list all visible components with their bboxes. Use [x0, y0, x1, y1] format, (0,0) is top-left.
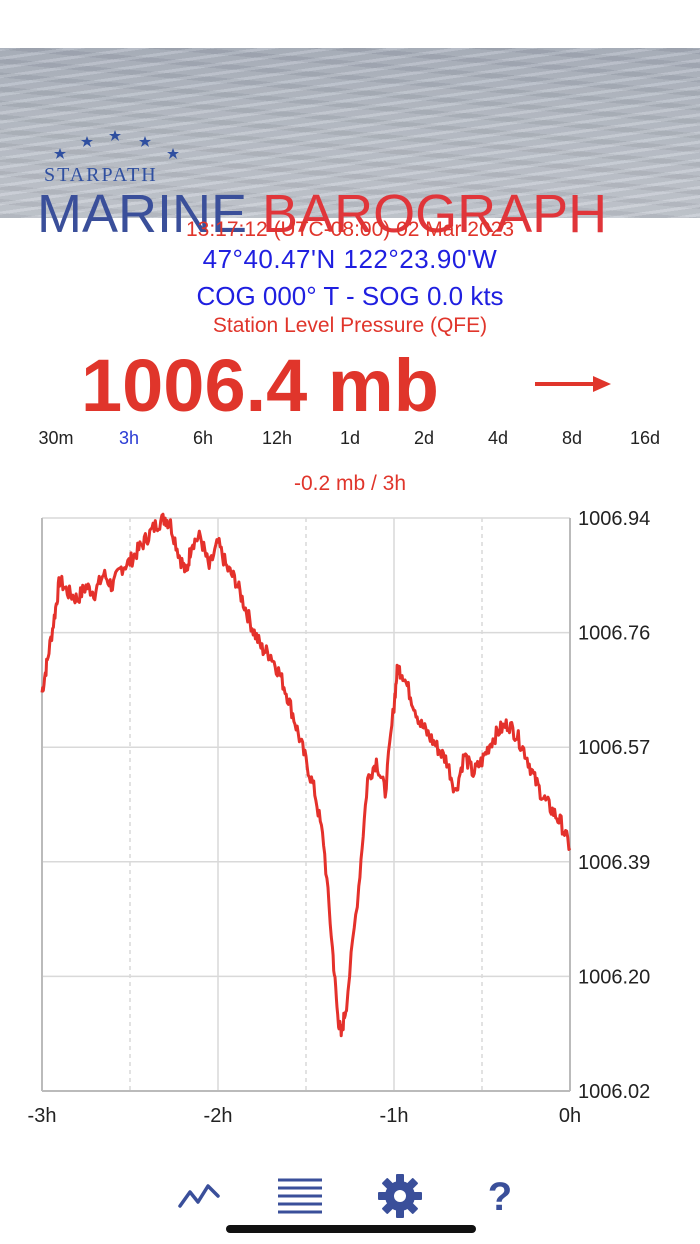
menu-list-icon — [278, 1178, 322, 1214]
range-2d[interactable]: 2d — [413, 428, 435, 448]
x-tick-label: -1h — [380, 1105, 409, 1127]
range-4d[interactable]: 4d — [487, 428, 509, 448]
help-icon: ? — [488, 1175, 512, 1219]
y-tick-label: 1006.57 — [578, 737, 650, 759]
app-title: MARINE BAROGRAPH — [37, 182, 607, 246]
pressure-chart: 1006.94 1006.76 1006.57 1006.39 1006.20 1006.… — [28, 508, 651, 1127]
range-16d[interactable]: 16d — [629, 428, 661, 448]
range-6h[interactable]: 6h — [192, 428, 214, 448]
brand-name: STARPATH — [44, 164, 158, 186]
y-tick-label: 1006.94 — [578, 508, 650, 530]
arrow-right-icon — [535, 376, 611, 392]
range-30m[interactable]: 30m — [38, 428, 74, 448]
y-tick-label: 1006.39 — [578, 852, 650, 874]
graph-button[interactable] — [172, 1168, 228, 1224]
cog-sog-text: COG 000° T - SOG 0.0 kts — [196, 281, 504, 311]
app-title-barograph: BAROGRAPH — [262, 184, 608, 244]
range-8d[interactable]: 8d — [561, 428, 583, 448]
graph-icon — [178, 1184, 220, 1208]
y-tick-label: 1006.02 — [578, 1081, 650, 1103]
header-banner: STARPATH MARINE BAROGRAPH — [0, 48, 700, 244]
range-1d[interactable]: 1d — [339, 428, 361, 448]
y-tick-label: 1006.20 — [578, 966, 650, 988]
bottom-toolbar: ? — [0, 1168, 700, 1224]
y-tick-label: 1006.76 — [578, 623, 650, 645]
home-indicator — [226, 1225, 476, 1233]
pressure-type-label: Station Level Pressure (QFE) — [212, 314, 488, 337]
svg-text:?: ? — [488, 1175, 512, 1219]
log-list-button[interactable] — [272, 1168, 328, 1224]
pressure-line — [40, 512, 572, 1038]
time-range-selector: 30m 3h 6h 12h 1d 2d 4d 8d 16d — [0, 428, 700, 456]
settings-button[interactable] — [372, 1168, 428, 1224]
pressure-reading: 1006.4 mb — [81, 344, 439, 427]
help-button[interactable]: ? — [472, 1168, 528, 1224]
stars-logo-icon — [54, 130, 179, 159]
gear-icon — [378, 1174, 422, 1218]
datetime-text: 13:17:12 (UTC-08:00) 02 Mar 2023 — [185, 218, 514, 241]
x-tick-label: 0h — [559, 1105, 581, 1127]
position-text: 47°40.47'N 122°23.90'W — [202, 244, 498, 274]
range-3h[interactable]: 3h — [118, 428, 140, 448]
pressure-rate: -0.2 mb / 3h — [293, 472, 407, 495]
app-title-marine: MARINE — [37, 184, 248, 244]
x-tick-label: -3h — [28, 1105, 57, 1127]
range-12h[interactable]: 12h — [261, 428, 293, 448]
x-tick-label: -2h — [204, 1105, 233, 1127]
